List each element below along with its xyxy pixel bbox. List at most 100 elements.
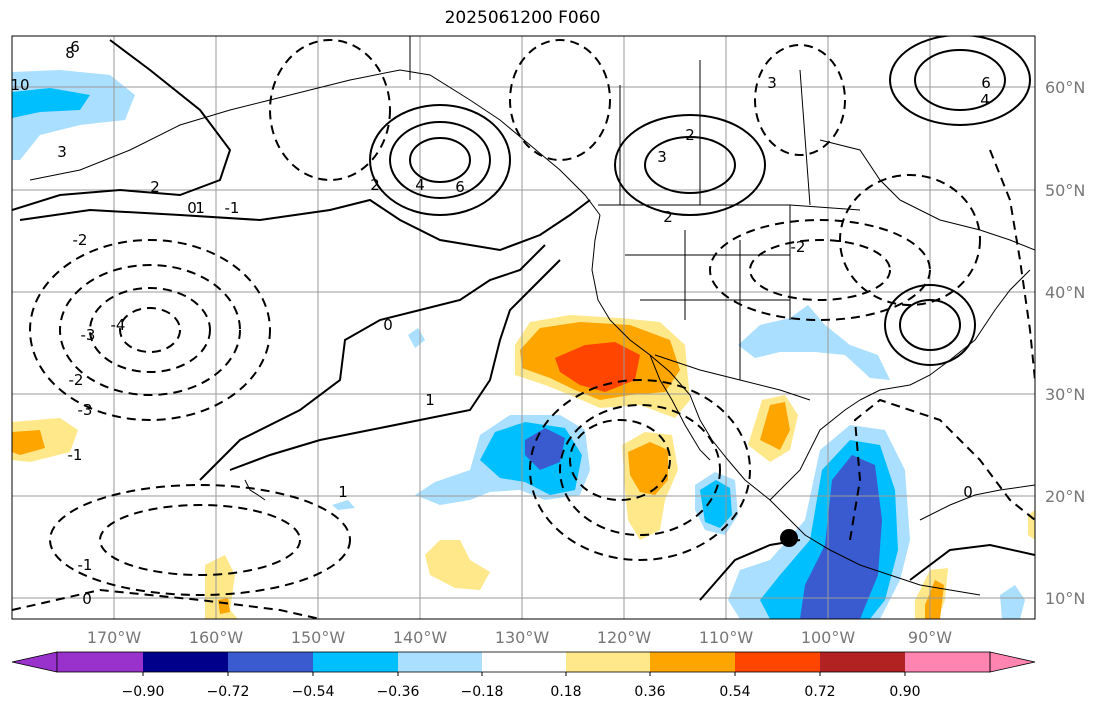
colorbar-segment (566, 652, 650, 672)
colorbar-tick-label: 0.18 (550, 684, 581, 700)
contour-low-canada (754, 44, 846, 156)
coast-central-america (919, 484, 1035, 521)
contour-low-east (839, 174, 981, 306)
contour-low-west (29, 239, 271, 421)
colorbar-outline (56, 651, 991, 673)
shade-south-orange2 (218, 598, 230, 614)
contour-label: 0 (963, 483, 973, 501)
contour-label: -3 (81, 326, 96, 344)
coast-westcoast (591, 214, 981, 596)
colorbar-tick-label: 0.54 (719, 684, 750, 700)
contour-label: 1 (425, 391, 435, 409)
lon-tick-label: 120°W (597, 628, 652, 647)
colorbar-segment (228, 652, 313, 672)
contour-label: -1 (225, 199, 240, 217)
lon-tick-label: 100°W (801, 628, 856, 647)
colorbar-tick-label: −0.18 (461, 684, 504, 700)
lat-tick-label: 50°N (1045, 181, 1085, 200)
colorbar-tick-label: −0.36 (377, 684, 420, 700)
shade-nw-blue (12, 88, 90, 118)
contour-low-south-2 (99, 504, 301, 576)
contour-high-east-2 (644, 136, 736, 194)
lat-tick-label: 20°N (1045, 487, 1085, 506)
contour-label: 8 (65, 44, 75, 62)
contour-low-south (49, 484, 351, 596)
shade-us-blue (738, 305, 890, 380)
lat-tick-label: 60°N (1045, 78, 1085, 97)
contour-high-center-2 (389, 121, 491, 199)
contour-label: 6 (70, 38, 80, 56)
contour-low-mexico (529, 379, 751, 561)
colorbar-tick-label: 0.36 (634, 684, 665, 700)
contour-label: -3 (78, 401, 93, 419)
contour-label: -4 (111, 316, 126, 334)
contour-label: 3 (57, 143, 67, 161)
contour-0-south (199, 244, 546, 481)
anomaly-shading (12, 70, 1035, 619)
shade-baja-orange (628, 442, 668, 495)
contour-low-west-3 (89, 287, 211, 373)
contour-us-east (884, 284, 976, 366)
colorbar-segment (735, 652, 820, 672)
shade-cold-dark (525, 428, 565, 470)
lon-tick-labels: 170°W 160°W 150°W 140°W 130°W 120°W 110°W 100°W… (87, 628, 952, 647)
colorbar-tick-label: 0.90 (889, 684, 920, 700)
contour-label: 2 (370, 176, 380, 194)
contour-label: 4 (980, 91, 990, 109)
colorbar-segment (905, 652, 990, 672)
contour-high-center (369, 104, 511, 216)
colorbar-tick-label: −0.90 (122, 684, 165, 700)
shade-south-yellow2 (205, 555, 238, 619)
storm-marker (780, 529, 798, 547)
coastlines (29, 36, 1035, 596)
contour-dash-sw (12, 588, 321, 619)
shade-mexico-orange (760, 402, 790, 450)
lat-tick-label: 10°N (1045, 589, 1085, 608)
contour-low-mexico-2 (559, 404, 721, 536)
colorbar-segment (650, 652, 735, 672)
contour-low-west-2 (59, 264, 241, 396)
contour-1 (229, 259, 561, 471)
contour-low-central (709, 219, 931, 321)
contour-label: -2 (791, 238, 806, 256)
contour-low-alaska (269, 39, 391, 181)
contour-dash-far-east (989, 149, 1035, 381)
contour-high-ne (889, 36, 1031, 126)
shade-blue-small-inner (700, 480, 732, 528)
coast-mexico-gulf (769, 399, 861, 501)
contours (12, 36, 1035, 619)
lon-tick-label: 160°W (189, 628, 244, 647)
coast-alaska (29, 69, 601, 216)
shade-west-orange (12, 430, 45, 455)
gridlines (12, 36, 1035, 619)
colorbar-extend-low (11, 651, 58, 673)
map-title: 2025061200 F060 (444, 8, 601, 28)
contour-0-se (909, 543, 1035, 581)
contour-high-center-3 (409, 137, 471, 183)
colorbar-segment (820, 652, 905, 672)
contour-label: 0 (383, 316, 393, 334)
coast-hudson (819, 139, 901, 201)
contour-us-east-2 (899, 299, 961, 351)
contour-label: 10 (10, 76, 29, 94)
shade-blue-dot3 (1000, 585, 1025, 619)
lon-tick-label: 170°W (87, 628, 142, 647)
lon-tick-label: 90°W (908, 628, 952, 647)
plot-frame (11, 35, 1036, 620)
contour-label: 3 (767, 74, 777, 92)
contour-label: 6 (981, 74, 991, 92)
contour-label: 1 (195, 199, 205, 217)
contour-label: 2 (663, 208, 673, 226)
colorbar-extend-high (989, 651, 1036, 673)
colorbar-segment (482, 652, 566, 672)
contour-low-mexico-3 (569, 419, 671, 501)
lat-tick-label: 30°N (1045, 385, 1085, 404)
contour-label: -1 (68, 446, 83, 464)
shade-blue-dot1 (408, 328, 425, 348)
colorbar-tick-label: 0.72 (804, 684, 835, 700)
contour-0 (19, 198, 591, 252)
lon-tick-label: 130°W (495, 628, 550, 647)
contour-label: -2 (69, 371, 84, 389)
coast-hawaii (244, 479, 266, 501)
